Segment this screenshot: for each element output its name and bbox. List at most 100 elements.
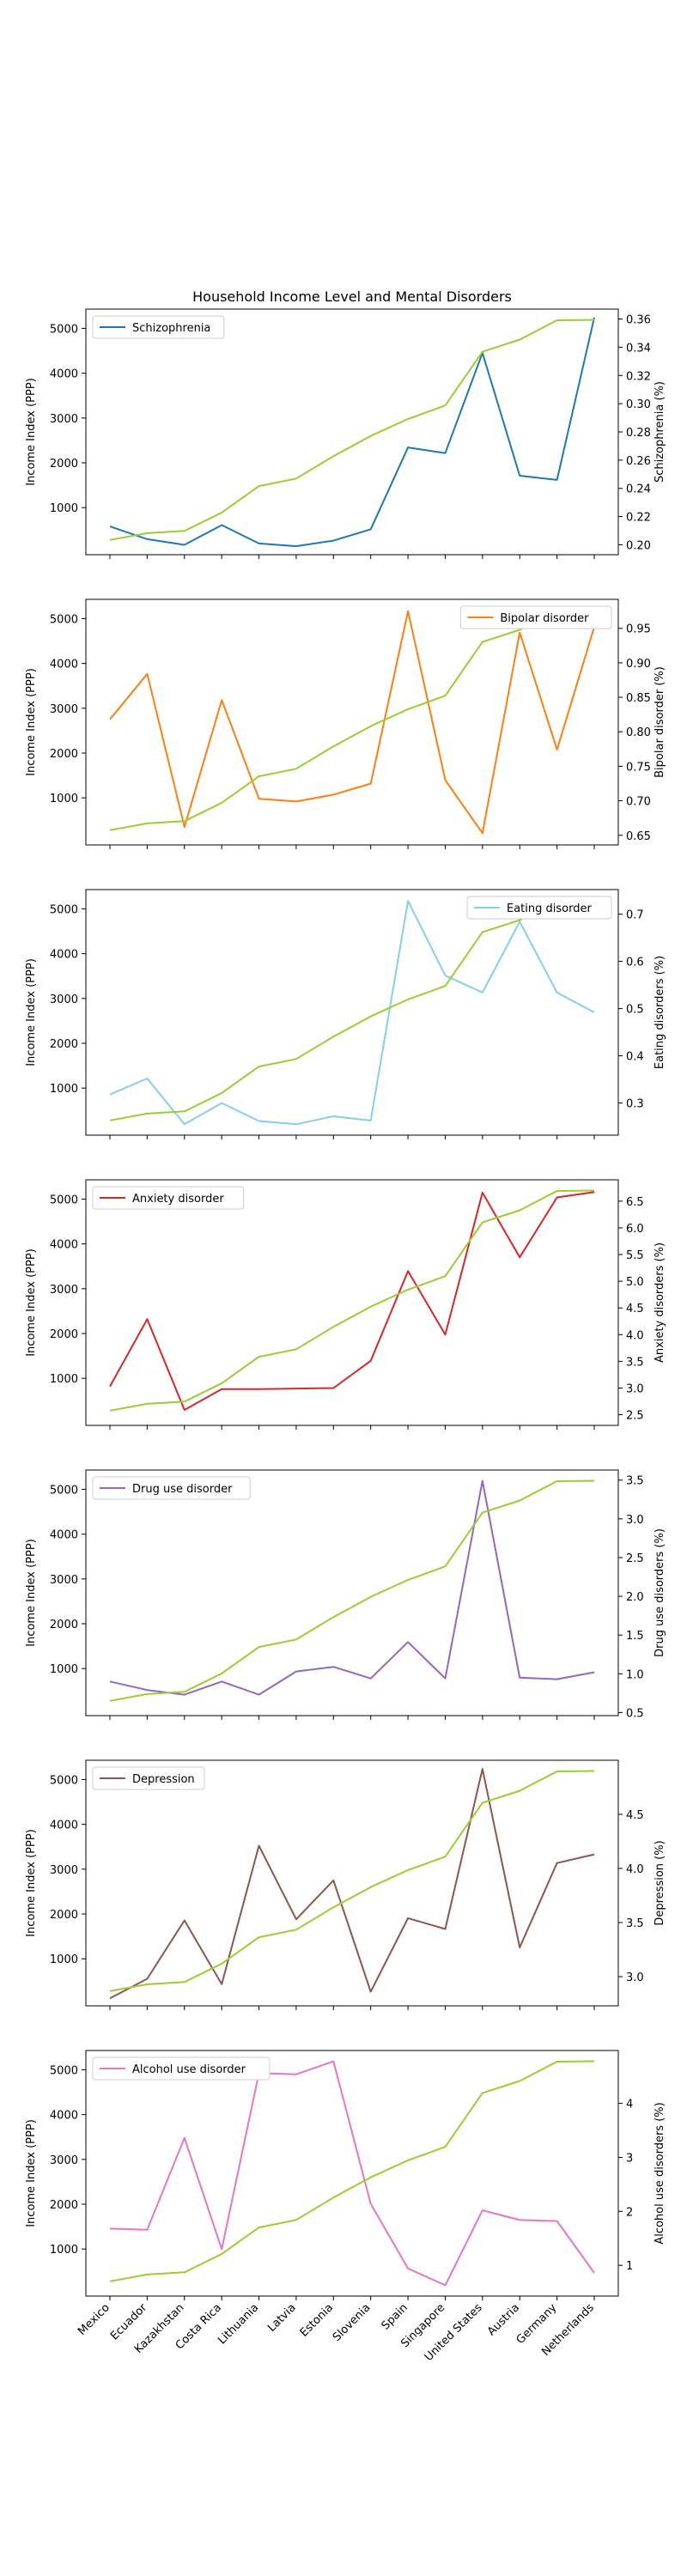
disorder-tick-label: 3.0 bbox=[626, 1971, 644, 1984]
disorder-tick-label: 0.36 bbox=[626, 314, 651, 327]
income-tick-label: 3000 bbox=[50, 413, 78, 426]
disorder-tick-label: 3.0 bbox=[626, 1382, 644, 1395]
disorder-tick-label: 3.5 bbox=[626, 1356, 644, 1369]
series-line-disorder bbox=[109, 1479, 595, 1696]
disorder-tick-label: 0.5 bbox=[626, 1707, 644, 1720]
disorder-tick-label: 0.22 bbox=[626, 512, 651, 525]
disorder-tick-label: 0.20 bbox=[626, 539, 651, 552]
income-tick-label: 3000 bbox=[50, 2154, 78, 2167]
disorder-tick-label: 2.5 bbox=[626, 1552, 644, 1565]
income-tick-label: 5000 bbox=[50, 903, 78, 916]
income-tick-label: 1000 bbox=[50, 1083, 78, 1096]
income-tick-label: 5000 bbox=[50, 1194, 78, 1206]
legend: Schizophrenia bbox=[92, 315, 225, 339]
disorder-tick-label: 0.7 bbox=[626, 909, 644, 922]
disorder-axis-label: Eating disorders (%) bbox=[654, 956, 666, 1069]
axes-frame bbox=[85, 1469, 619, 1716]
disorder-tick-label: 0.28 bbox=[626, 427, 651, 440]
legend-label: Depression bbox=[132, 1773, 195, 1786]
income-tick-label: 3000 bbox=[50, 1574, 78, 1587]
disorder-tick-label: 0.95 bbox=[626, 623, 651, 636]
disorder-tick-label: 1.5 bbox=[626, 1630, 644, 1643]
income-tick-label: 2000 bbox=[50, 1619, 78, 1631]
disorder-axis-label: Anxiety disorders (%) bbox=[654, 1242, 666, 1363]
income-tick-label: 4000 bbox=[50, 659, 78, 671]
income-tick-label: 3000 bbox=[50, 703, 78, 716]
series-line-income bbox=[109, 609, 595, 831]
legend: Anxiety disorder bbox=[92, 1186, 245, 1210]
disorder-tick-label: 4.5 bbox=[626, 1809, 644, 1822]
disorder-tick-label: 0.30 bbox=[626, 398, 651, 411]
income-tick-label: 4000 bbox=[50, 1529, 78, 1542]
disorder-tick-label: 3.0 bbox=[626, 1514, 644, 1527]
disorder-tick-label: 0.75 bbox=[626, 761, 651, 774]
disorder-tick-label: 0.32 bbox=[626, 370, 651, 383]
series-line-disorder bbox=[109, 900, 595, 1126]
legend-label: Anxiety disorder bbox=[132, 1193, 224, 1206]
legend-frame bbox=[92, 315, 225, 339]
disorder-tick-label: 5.5 bbox=[626, 1249, 644, 1262]
disorder-tick-label: 0.4 bbox=[626, 1051, 644, 1064]
x-category-label: Spain bbox=[380, 2301, 410, 2332]
axes-frame bbox=[85, 1179, 619, 1426]
x-category-label: Slovenia bbox=[331, 2301, 374, 2344]
income-tick-label: 1000 bbox=[50, 1953, 78, 1966]
legend-label: Drug use disorder bbox=[132, 1483, 233, 1496]
income-tick-label: 2000 bbox=[50, 1038, 78, 1051]
legend-label: Alcohol use disorder bbox=[132, 2063, 246, 2076]
income-tick-label: 3000 bbox=[50, 1864, 78, 1877]
disorder-tick-label: 5.0 bbox=[626, 1276, 644, 1289]
income-tick-label: 4000 bbox=[50, 1239, 78, 1252]
income-tick-label: 1000 bbox=[50, 1663, 78, 1676]
disorder-tick-label: 1.0 bbox=[626, 1668, 644, 1681]
legend-frame bbox=[92, 1186, 245, 1210]
income-tick-label: 4000 bbox=[50, 368, 78, 381]
axes-frame bbox=[85, 1759, 619, 2007]
disorder-tick-label: 3.5 bbox=[626, 1917, 644, 1930]
series-line-income bbox=[109, 319, 595, 541]
legend-label: Eating disorder bbox=[507, 902, 592, 915]
disorder-tick-label: 4 bbox=[626, 2099, 633, 2111]
x-category-label: Latvia bbox=[265, 2301, 299, 2335]
disorder-tick-label: 0.24 bbox=[626, 483, 651, 496]
income-axis-label: Income Index (PPP) bbox=[25, 1249, 38, 1357]
disorder-tick-label: 4.0 bbox=[626, 1329, 644, 1342]
axes-frame bbox=[85, 889, 619, 1136]
x-category-label: Austria bbox=[485, 2301, 522, 2338]
disorder-tick-label: 0.90 bbox=[626, 658, 651, 671]
income-tick-label: 5000 bbox=[50, 323, 78, 336]
disorder-axis-label: Schizophrenia (%) bbox=[654, 381, 666, 483]
series-line-income bbox=[109, 899, 595, 1121]
disorder-tick-label: 0.65 bbox=[626, 830, 651, 843]
legend-frame bbox=[466, 896, 612, 920]
series-line-disorder bbox=[109, 1768, 595, 2000]
series-line-income bbox=[109, 1189, 595, 1412]
legend: Bipolar disorder bbox=[459, 605, 612, 629]
income-tick-label: 3000 bbox=[50, 1284, 78, 1297]
income-axis-label: Income Index (PPP) bbox=[25, 2119, 38, 2227]
income-axis-label: Income Index (PPP) bbox=[25, 1539, 38, 1647]
disorder-axis-label: Depression (%) bbox=[654, 1840, 666, 1925]
income-axis-label: Income Index (PPP) bbox=[25, 378, 38, 486]
series-line-disorder bbox=[109, 1191, 595, 1411]
series-line-disorder bbox=[109, 317, 595, 548]
income-tick-label: 2000 bbox=[50, 458, 78, 471]
series-line-disorder bbox=[109, 2060, 595, 2287]
legend: Alcohol use disorder bbox=[92, 2057, 271, 2081]
income-tick-label: 4000 bbox=[50, 949, 78, 962]
chart-title: Household Income Level and Mental Disord… bbox=[192, 289, 512, 305]
series-line-income bbox=[109, 2060, 595, 2282]
income-tick-label: 1000 bbox=[50, 502, 78, 515]
income-tick-label: 2000 bbox=[50, 1328, 78, 1341]
panel-alcohol-use-disorder: 1000 2000 3000 4000 5000 Income Index (PPP) 1 2… bbox=[25, 2050, 666, 2300]
disorder-tick-label: 6.5 bbox=[626, 1196, 644, 1209]
income-tick-label: 1000 bbox=[50, 1373, 78, 1386]
axes-frame bbox=[85, 598, 619, 846]
income-tick-label: 2000 bbox=[50, 2199, 78, 2212]
series-line-income bbox=[109, 1770, 595, 1992]
axes-frame bbox=[85, 2050, 619, 2297]
legend-frame bbox=[92, 1476, 251, 1500]
disorder-tick-label: 0.6 bbox=[626, 957, 644, 969]
panel-eating-disorder: 1000 2000 3000 4000 5000 Income Index (PPP) 0.… bbox=[25, 889, 666, 1139]
disorder-tick-label: 4.0 bbox=[626, 1863, 644, 1876]
